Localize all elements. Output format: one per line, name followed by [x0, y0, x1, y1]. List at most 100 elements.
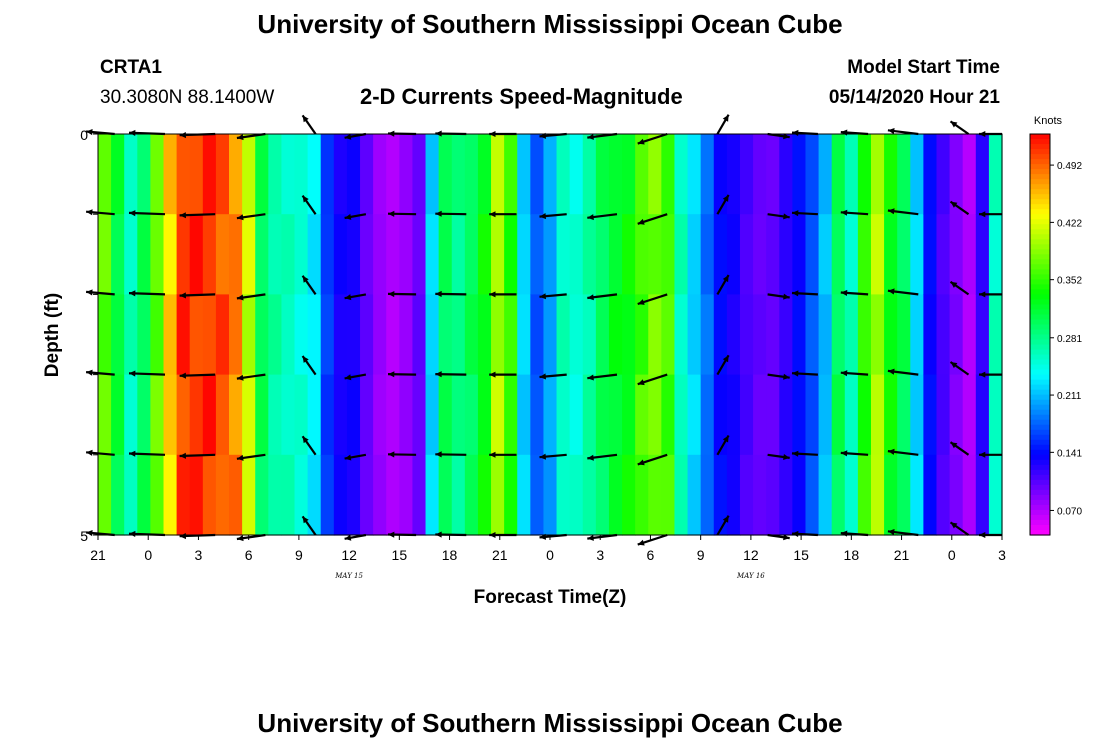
heatmap-cell	[674, 374, 689, 456]
heatmap-cell	[766, 134, 780, 215]
heatmap-cell	[360, 454, 374, 536]
colorbar-segment	[1030, 194, 1050, 200]
current-vector-head	[302, 356, 309, 363]
current-vector-head	[302, 436, 309, 444]
colorbar-segment	[1030, 344, 1050, 351]
heatmap-cell	[753, 134, 767, 215]
heatmap-cell	[464, 294, 479, 376]
colorbar-segment	[1030, 374, 1050, 381]
heatmap-cell	[530, 134, 545, 215]
heatmap-cell	[622, 214, 636, 295]
colorbar-segment	[1030, 409, 1050, 416]
heatmap-cell	[648, 294, 662, 376]
heatmap-cell	[687, 294, 702, 376]
colorbar-segment	[1030, 284, 1050, 290]
heatmap-cell	[124, 374, 138, 456]
heatmap-cell	[438, 374, 453, 456]
heatmap-cell	[884, 134, 898, 215]
heatmap-cell	[242, 134, 256, 215]
heatmap-cell	[857, 454, 872, 536]
heatmap-cell	[949, 454, 964, 536]
heatmap-cell	[739, 374, 754, 456]
heatmap-cell	[608, 454, 623, 536]
heatmap-cell	[137, 454, 151, 536]
heatmap-cell	[543, 454, 558, 536]
heatmap-cell	[700, 134, 715, 215]
colorbar-segment	[1030, 429, 1050, 436]
heatmap-cell	[530, 294, 545, 376]
heatmap-cell	[988, 134, 1003, 215]
heatmap-cell	[504, 214, 518, 295]
heatmap-cell	[176, 454, 191, 536]
heatmap-cell	[229, 374, 243, 456]
colorbar-segment	[1030, 519, 1050, 526]
heatmap-cell	[98, 374, 112, 456]
heatmap-cell	[307, 374, 322, 456]
heatmap-cell	[792, 454, 807, 536]
heatmap-cell	[294, 454, 309, 536]
heatmap-cell	[595, 214, 610, 295]
heatmap-cell	[753, 374, 767, 456]
model-start-label: Model Start Time	[847, 57, 1000, 78]
colorbar-segment	[1030, 464, 1050, 471]
heatmap-cell	[215, 454, 230, 536]
heatmap-cell	[268, 294, 283, 376]
heatmap-cell	[661, 134, 676, 215]
heatmap-cell	[202, 294, 217, 376]
heatmap-cell	[962, 454, 977, 536]
heatmap-cell	[360, 214, 374, 295]
colorbar-segment	[1030, 254, 1050, 260]
heatmap-cell	[307, 214, 322, 295]
heatmap-cell	[884, 294, 898, 376]
heatmap-cell	[137, 294, 151, 376]
heatmap-cell	[556, 134, 571, 215]
heatmap-cell	[661, 454, 676, 536]
y-tick-label: 5	[80, 528, 88, 544]
heatmap-cell	[543, 214, 558, 295]
heatmap-cell	[818, 374, 833, 456]
colorbar-segment	[1030, 289, 1050, 295]
heatmap-cell	[962, 214, 977, 295]
colorbar-segment	[1030, 379, 1050, 386]
current-vector-head	[302, 195, 309, 203]
heatmap-cell	[975, 374, 990, 456]
colorbar-segment	[1030, 419, 1050, 426]
heatmap-cell	[255, 374, 269, 456]
heatmap-cell	[595, 454, 610, 536]
current-vector-head	[637, 379, 645, 386]
heatmap-cell	[726, 214, 741, 295]
colorbar-segment	[1030, 514, 1050, 521]
heatmap-cell	[569, 294, 584, 376]
current-vector-head	[539, 293, 546, 300]
heatmap-cell	[897, 454, 911, 536]
colorbar-segment	[1030, 294, 1050, 301]
x-tick-label: 12	[743, 547, 759, 563]
current-vector-head	[388, 291, 395, 298]
current-vector-head	[539, 373, 546, 380]
colorbar: 0.492 0.422 0.352 0.281 0.211 0.141 0.070	[1029, 133, 1082, 536]
heatmap-cell	[713, 134, 728, 215]
heatmap-cell	[595, 374, 610, 456]
heatmap-cell	[320, 294, 335, 376]
heatmap-cell	[582, 294, 597, 376]
heatmap-cell	[766, 214, 780, 295]
heatmap-cell	[779, 294, 793, 376]
current-vector-head	[722, 355, 729, 363]
heatmap-cell	[910, 294, 924, 376]
heatmap-cell	[622, 454, 636, 536]
current-vector-head	[489, 291, 496, 298]
colorbar-segment	[1030, 144, 1050, 150]
colorbar-segment	[1030, 204, 1050, 210]
colorbar-segment	[1030, 189, 1050, 195]
x-tick-label: 9	[295, 547, 303, 563]
heatmap-cell	[294, 214, 309, 295]
heatmap-cell	[635, 214, 649, 295]
heatmap-cell	[582, 454, 597, 536]
heatmap-cell	[661, 294, 676, 376]
x-tick-label: 18	[442, 547, 458, 563]
heatmap-cell	[661, 214, 676, 295]
colorbar-segment	[1030, 359, 1050, 366]
heatmap-cell	[373, 134, 387, 215]
current-vector-head	[840, 289, 848, 296]
colorbar-segment	[1030, 219, 1050, 225]
